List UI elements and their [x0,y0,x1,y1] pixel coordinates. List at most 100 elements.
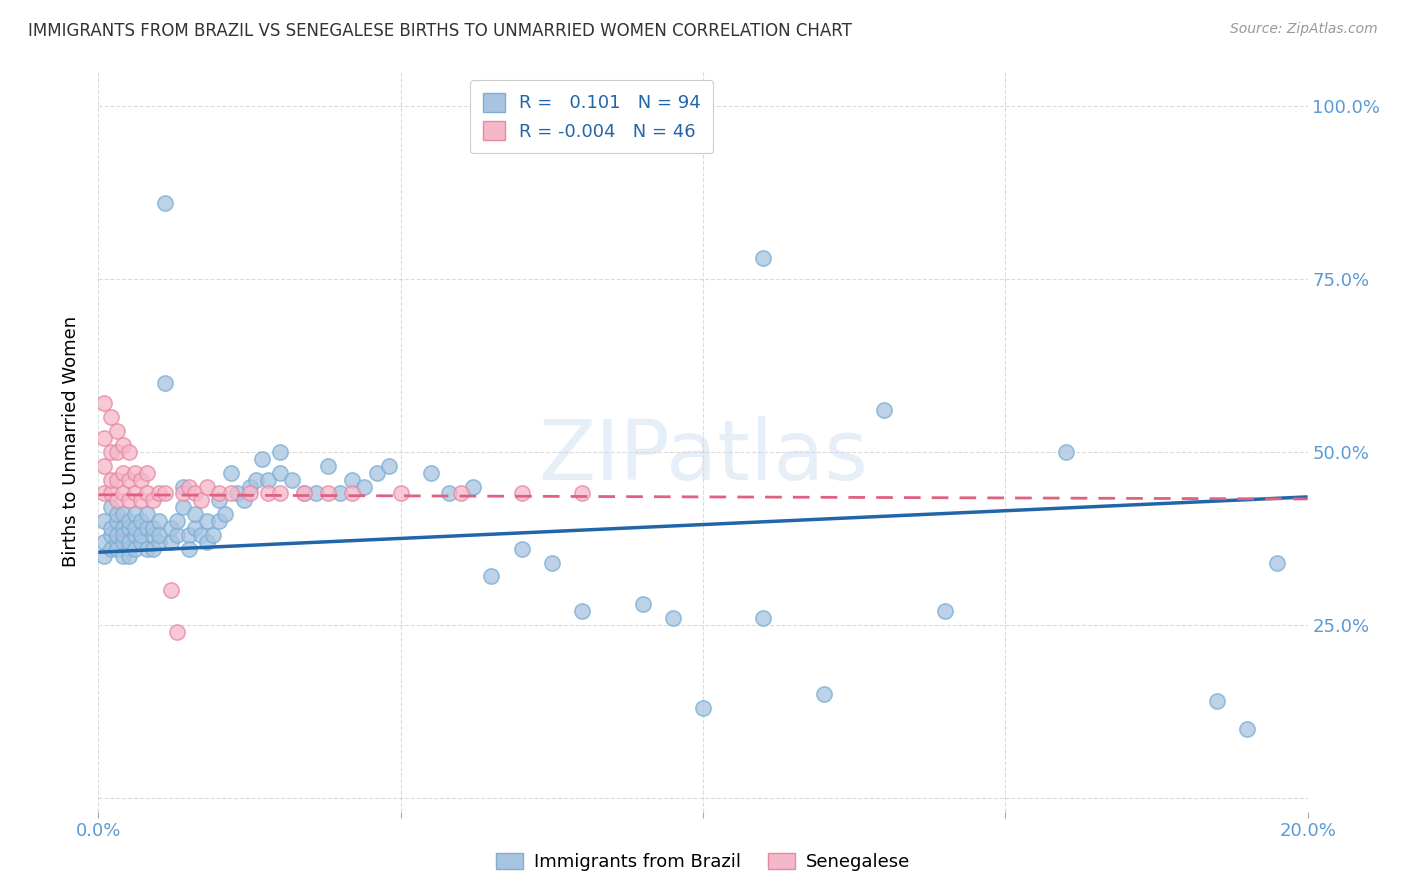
Point [934,604,956,618]
Point [1206,694,1229,708]
Point [135,466,157,480]
Point [571,486,593,500]
Point [269,445,291,459]
Point [250,451,273,466]
Point [105,534,128,549]
Point [142,493,165,508]
Point [305,486,328,500]
Point [100,410,122,425]
Point [142,521,165,535]
Point [184,486,207,500]
Point [292,486,315,500]
Point [316,458,339,473]
Point [93,534,115,549]
Point [752,251,775,265]
Point [124,521,146,535]
Point [179,479,201,493]
Point [179,528,201,542]
Point [129,514,152,528]
Point [571,604,593,618]
Point [366,466,388,480]
Point [111,528,134,542]
Point [142,528,165,542]
Point [463,479,485,493]
Point [184,507,207,521]
Point [148,534,170,549]
Point [100,521,122,535]
Point [111,466,134,480]
Point [208,486,231,500]
Point [111,438,134,452]
Point [166,624,188,639]
Point [389,486,412,500]
Point [172,479,194,493]
Point [226,486,249,500]
Point [510,541,533,556]
Point [692,701,714,715]
Text: IMMIGRANTS FROM BRAZIL VS SENEGALESE BIRTHS TO UNMARRIED WOMEN CORRELATION CHART: IMMIGRANTS FROM BRAZIL VS SENEGALESE BIR… [28,22,852,40]
Point [124,466,146,480]
Legend: Immigrants from Brazil, Senegalese: Immigrants from Brazil, Senegalese [489,846,917,879]
Point [105,493,128,508]
Point [269,466,291,480]
Y-axis label: Births to Unmarried Women: Births to Unmarried Women [62,316,80,567]
Point [661,611,683,625]
Point [100,486,122,500]
Point [93,396,115,410]
Point [195,514,218,528]
Point [100,445,122,459]
Point [111,486,134,500]
Point [256,473,278,487]
Point [179,541,201,556]
Point [195,479,218,493]
Point [195,534,218,549]
Point [160,521,183,535]
Point [166,514,188,528]
Point [118,445,141,459]
Point [148,528,170,542]
Point [129,534,152,549]
Point [631,597,654,611]
Point [111,534,134,549]
Point [105,514,128,528]
Point [153,486,176,500]
Point [342,473,364,487]
Point [93,549,115,563]
Point [353,479,375,493]
Point [329,486,352,500]
Point [221,466,243,480]
Point [118,493,141,508]
Point [148,486,170,500]
Point [105,424,128,438]
Point [100,473,122,487]
Point [135,507,157,521]
Point [118,514,141,528]
Point [269,486,291,500]
Point [111,521,134,535]
Point [124,528,146,542]
Point [105,507,128,521]
Point [813,687,835,701]
Point [135,521,157,535]
Point [93,431,115,445]
Point [100,528,122,542]
Point [245,473,267,487]
Point [190,493,212,508]
Point [153,376,176,390]
Point [292,486,315,500]
Point [184,521,207,535]
Point [481,569,503,583]
Point [105,528,128,542]
Point [124,507,146,521]
Point [166,528,188,542]
Point [100,500,122,515]
Point [190,528,212,542]
Point [208,493,231,508]
Point [1236,722,1258,736]
Point [1267,556,1289,570]
Point [221,486,243,500]
Point [93,458,115,473]
Point [105,541,128,556]
Point [111,507,134,521]
Point [135,486,157,500]
